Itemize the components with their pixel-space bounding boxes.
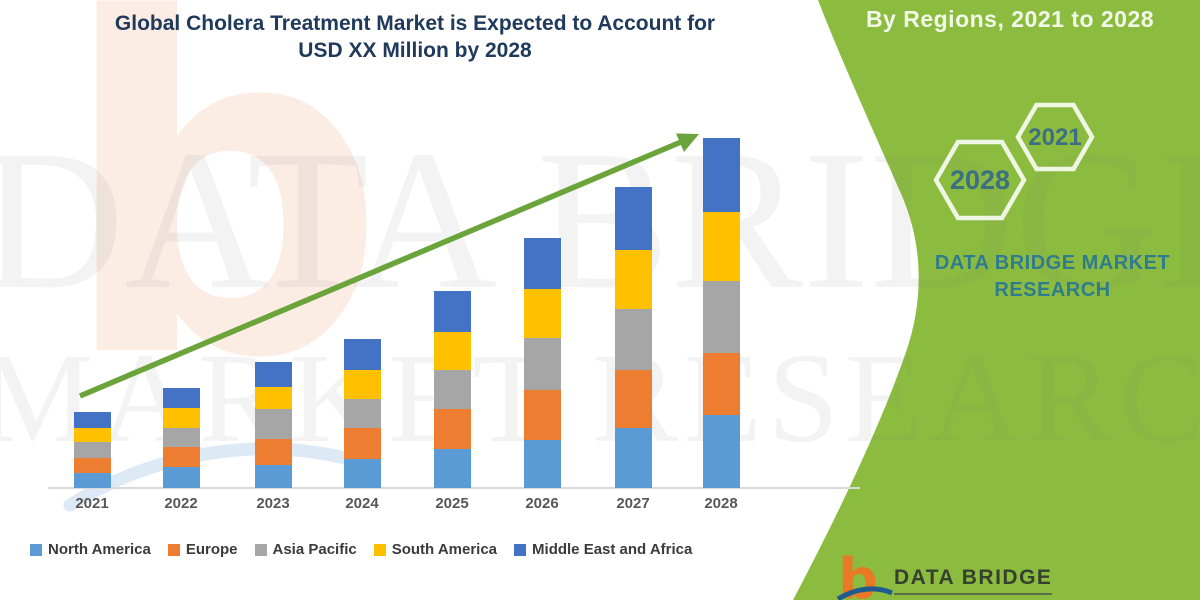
chart-title-line1: Global Cholera Treatment Market is Expec… — [114, 12, 716, 35]
bar-segment-2024-europe — [343, 428, 381, 459]
legend-swatch-icon — [254, 543, 267, 556]
chart-title-line2: USD XX Million by 2028 — [298, 39, 532, 62]
bar-segment-2026-asia-pacific — [523, 338, 561, 390]
x-tick-2023: 2023 — [256, 495, 290, 512]
x-tick-2022: 2022 — [164, 495, 198, 512]
x-tick-2024: 2024 — [345, 495, 379, 512]
bar-segment-2023-europe — [254, 439, 292, 465]
bar-segment-2027-asia-pacific — [614, 309, 652, 370]
bar-segment-2027-south-america — [614, 250, 652, 309]
bar-segment-2028-north-america — [702, 415, 740, 488]
bar-segment-2023-middle-east-and-africa — [254, 362, 292, 387]
bar-segment-2028-asia-pacific — [702, 281, 740, 353]
legend-label: Asia Pacific — [272, 541, 357, 558]
bar-segment-2021-asia-pacific — [73, 442, 111, 458]
bar-segment-2028-middle-east-and-africa — [702, 138, 740, 212]
footer-logo-brand: DATA BRIDGE — [894, 566, 1053, 595]
legend-item-north-america: North America — [30, 541, 151, 558]
legend-item-south-america: South America — [373, 541, 498, 558]
x-tick-2025: 2025 — [435, 495, 469, 512]
legend-label: South America — [391, 541, 498, 558]
chart-title: Global Cholera Treatment Market is Expec… — [0, 10, 830, 64]
bar-segment-2028-south-america — [702, 212, 740, 281]
legend-swatch-icon — [514, 543, 527, 556]
bar-2026 — [523, 238, 561, 488]
hexagon-2021-label: 2021 — [1028, 124, 1081, 151]
bar-segment-2022-north-america — [162, 467, 200, 488]
bar-2025 — [433, 291, 471, 488]
bar-segment-2027-europe — [614, 370, 652, 428]
legend-label: Middle East and Africa — [532, 541, 693, 558]
bar-segment-2024-north-america — [343, 459, 381, 488]
x-tick-2021: 2021 — [75, 495, 109, 512]
bar-segment-2021-europe — [73, 458, 111, 473]
bar-segment-2027-north-america — [614, 428, 652, 488]
bar-segment-2022-asia-pacific — [162, 428, 200, 447]
panel-heading: By Regions, 2021 to 2028 — [865, 6, 1155, 32]
hexagon-2021-icon — [1015, 102, 1095, 172]
bar-segment-2021-middle-east-and-africa — [73, 412, 111, 428]
bar-2022 — [162, 388, 200, 488]
x-tick-2028: 2028 — [704, 495, 738, 512]
bar-segment-2023-north-america — [254, 465, 292, 488]
legend-item-europe: Europe — [167, 541, 238, 558]
x-tick-2027: 2027 — [616, 495, 650, 512]
bar-segment-2024-middle-east-and-africa — [343, 339, 381, 370]
bar-segment-2024-asia-pacific — [343, 399, 381, 428]
brand-text-watermark: DATA BRIDGE MARKET RESEARCH — [0, 118, 1200, 473]
legend-swatch-icon — [167, 543, 180, 556]
bar-segment-2025-south-america — [433, 332, 471, 370]
bar-segment-2026-south-america — [523, 289, 561, 338]
bar-segment-2025-north-america — [433, 449, 471, 488]
bar-segment-2023-asia-pacific — [254, 409, 292, 439]
bar-2021 — [73, 412, 111, 488]
legend-item-asia-pacific: Asia Pacific — [254, 541, 357, 558]
bar-2023 — [254, 362, 292, 488]
legend-label: North America — [48, 541, 151, 558]
logo-b-watermark-icon: b — [58, 0, 388, 459]
panel-brand-text: DATA BRIDGE MARKET RESEARCH — [934, 252, 1171, 301]
bar-segment-2025-asia-pacific — [433, 370, 471, 409]
bar-segment-2022-middle-east-and-africa — [162, 388, 200, 408]
legend-label: Europe — [185, 541, 238, 558]
watermark-line-2: MARKET RESEARCH — [0, 327, 1200, 469]
bar-segment-2021-south-america — [73, 428, 111, 442]
legend-swatch-icon — [30, 543, 42, 556]
chart-legend: North America Europe Asia Pacific South Ame… — [30, 541, 692, 558]
bar-segment-2026-north-america — [523, 440, 561, 488]
bar-segment-2025-middle-east-and-africa — [433, 291, 471, 332]
bar-segment-2025-europe — [433, 409, 471, 449]
bar-2024 — [343, 339, 381, 488]
watermark-line-1: DATA BRIDGE — [0, 110, 1200, 331]
bar-segment-2027-middle-east-and-africa — [614, 187, 652, 250]
hexagon-2028-icon — [933, 139, 1027, 221]
bar-2028 — [702, 138, 740, 488]
bar-segment-2024-south-america — [343, 370, 381, 399]
bar-segment-2022-europe — [162, 447, 200, 467]
bar-segment-2021-north-america — [73, 473, 111, 488]
x-tick-2026: 2026 — [525, 495, 559, 512]
legend-swatch-icon — [373, 543, 386, 556]
bar-segment-2028-europe — [702, 353, 740, 415]
x-axis-line — [48, 487, 860, 489]
bar-segment-2026-europe — [523, 390, 561, 440]
bar-segment-2022-south-america — [162, 408, 200, 428]
bar-2027 — [614, 187, 652, 488]
bar-segment-2023-south-america — [254, 387, 292, 409]
hexagon-2028-label: 2028 — [950, 165, 1010, 195]
bar-segment-2026-middle-east-and-africa — [523, 238, 561, 289]
legend-item-middle-east-and-africa: Middle East and Africa — [514, 541, 692, 558]
